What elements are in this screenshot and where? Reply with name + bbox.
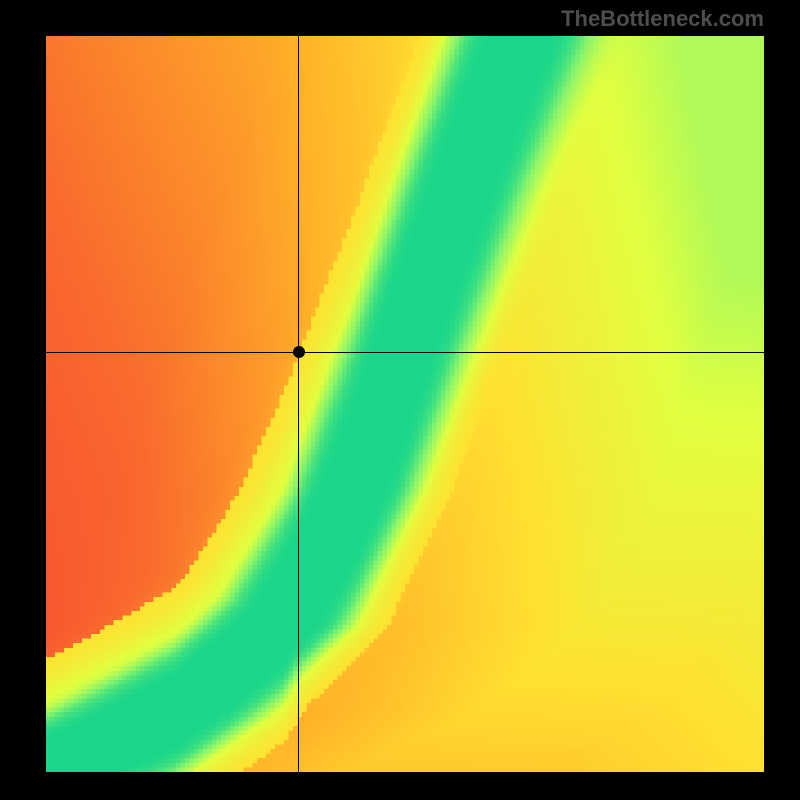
crosshair-horizontal-line (46, 352, 764, 353)
bottleneck-heatmap (46, 36, 764, 772)
chart-root: TheBottleneck.com (0, 0, 800, 800)
crosshair-vertical-line (298, 36, 299, 772)
watermark-text: TheBottleneck.com (561, 6, 764, 32)
